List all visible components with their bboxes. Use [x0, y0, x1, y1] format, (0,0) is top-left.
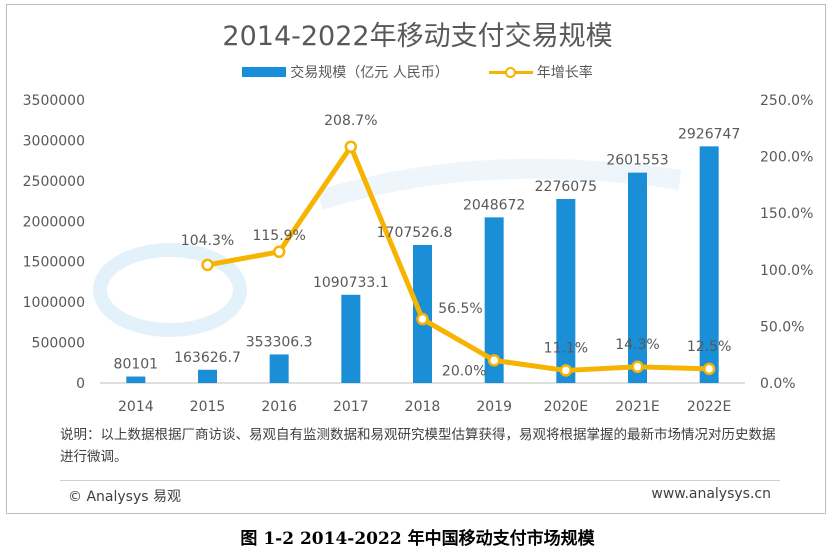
bar: [198, 369, 217, 383]
line-value-label: 12.5%: [687, 339, 731, 355]
bar-value-label: 2276075: [535, 179, 597, 195]
bar-value-label: 80101: [114, 357, 159, 373]
x-tick-label: 2016: [261, 399, 297, 415]
copyright-text: © Analysys 易观: [68, 489, 181, 505]
y-right-tick-label: 250.0%: [760, 93, 813, 109]
bar: [699, 146, 719, 383]
y-left-tick-label: 0: [76, 376, 85, 392]
y-right-tick-label: 50.0%: [760, 319, 804, 335]
chart-legend: 交易规模（亿元 人民币） 年增长率: [0, 62, 835, 82]
y-left-tick-label: 3500000: [23, 93, 85, 109]
bar: [269, 354, 289, 383]
bar-value-label: 2048672: [463, 197, 525, 213]
growth-point: [201, 258, 214, 272]
growth-point: [272, 245, 286, 259]
line-value-label: 20.0%: [442, 363, 486, 379]
bar-value-label: 1707526.8: [377, 225, 453, 241]
bar-value-label: 163626.7: [174, 350, 241, 366]
y-right-tick-label: 200.0%: [760, 150, 813, 166]
y-left-tick-label: 2000000: [23, 214, 85, 230]
y-left-tick-label: 500000: [32, 336, 85, 352]
y-left-tick-label: 1500000: [23, 255, 85, 271]
figure-caption: 图 1-2 2014-2022 年中国移动支付市场规模: [240, 529, 595, 549]
bar: [484, 217, 504, 383]
x-tick-label: 2022E: [687, 399, 731, 415]
bar: [126, 376, 146, 383]
bar: [628, 172, 647, 383]
y-right-tick-label: 100.0%: [760, 263, 813, 279]
bar-value-label: 2926747: [678, 126, 740, 142]
line-value-label: 56.5%: [438, 301, 482, 317]
line-value-label: 115.9%: [252, 228, 305, 244]
footer-divider: [60, 480, 780, 481]
y-right-tick-label: 150.0%: [760, 206, 813, 222]
growth-point: [631, 360, 644, 374]
chart-title: 2014-2022年移动支付交易规模: [222, 21, 613, 52]
x-tick-label: 2020E: [544, 399, 588, 415]
growth-point: [344, 140, 358, 154]
x-tick-label: 2015: [190, 399, 226, 415]
website-link[interactable]: www.analysys.cn: [651, 486, 771, 502]
line-value-label: 11.1%: [544, 340, 588, 356]
legend-bar-label: 交易规模（亿元 人民币）: [290, 65, 449, 81]
bar-value-label: 2601553: [606, 153, 668, 169]
y-left-tick-label: 1000000: [23, 295, 85, 311]
growth-point: [416, 312, 429, 326]
y-left-tick-label: 2500000: [23, 174, 85, 190]
y-left-tick-label: 3000000: [23, 133, 85, 149]
chart-note: 说明：以上数据根据厂商访谈、易观自有监测数据和易观研究模型估算获得，易观将根据掌…: [60, 427, 776, 465]
y-right-tick-label: 0.0%: [760, 376, 796, 392]
legend-line-swatch: [488, 65, 533, 79]
bar-value-label: 353306.3: [246, 334, 313, 350]
line-value-label: 14.3%: [615, 337, 659, 353]
growth-point: [487, 354, 501, 367]
x-tick-label: 2017: [333, 399, 369, 415]
x-tick-label: 2019: [476, 399, 512, 415]
legend-bar-swatch: [242, 67, 287, 77]
line-value-label: 104.3%: [181, 233, 234, 249]
bar: [556, 198, 576, 383]
legend-line-label: 年增长率: [536, 65, 593, 81]
legend-item-line: 年增长率: [488, 62, 593, 82]
growth-point: [702, 362, 716, 376]
x-tick-label: 2018: [405, 399, 441, 415]
bar-value-label: 1090733.1: [313, 275, 389, 291]
legend-item-bar: 交易规模（亿元 人民币）: [242, 62, 449, 82]
growth-point: [559, 364, 573, 377]
line-value-label: 208.7%: [324, 113, 377, 129]
x-tick-label: 2021E: [615, 399, 659, 415]
x-tick-label: 2014: [118, 399, 154, 415]
growth-line: [205, 144, 712, 373]
bar: [341, 294, 361, 383]
